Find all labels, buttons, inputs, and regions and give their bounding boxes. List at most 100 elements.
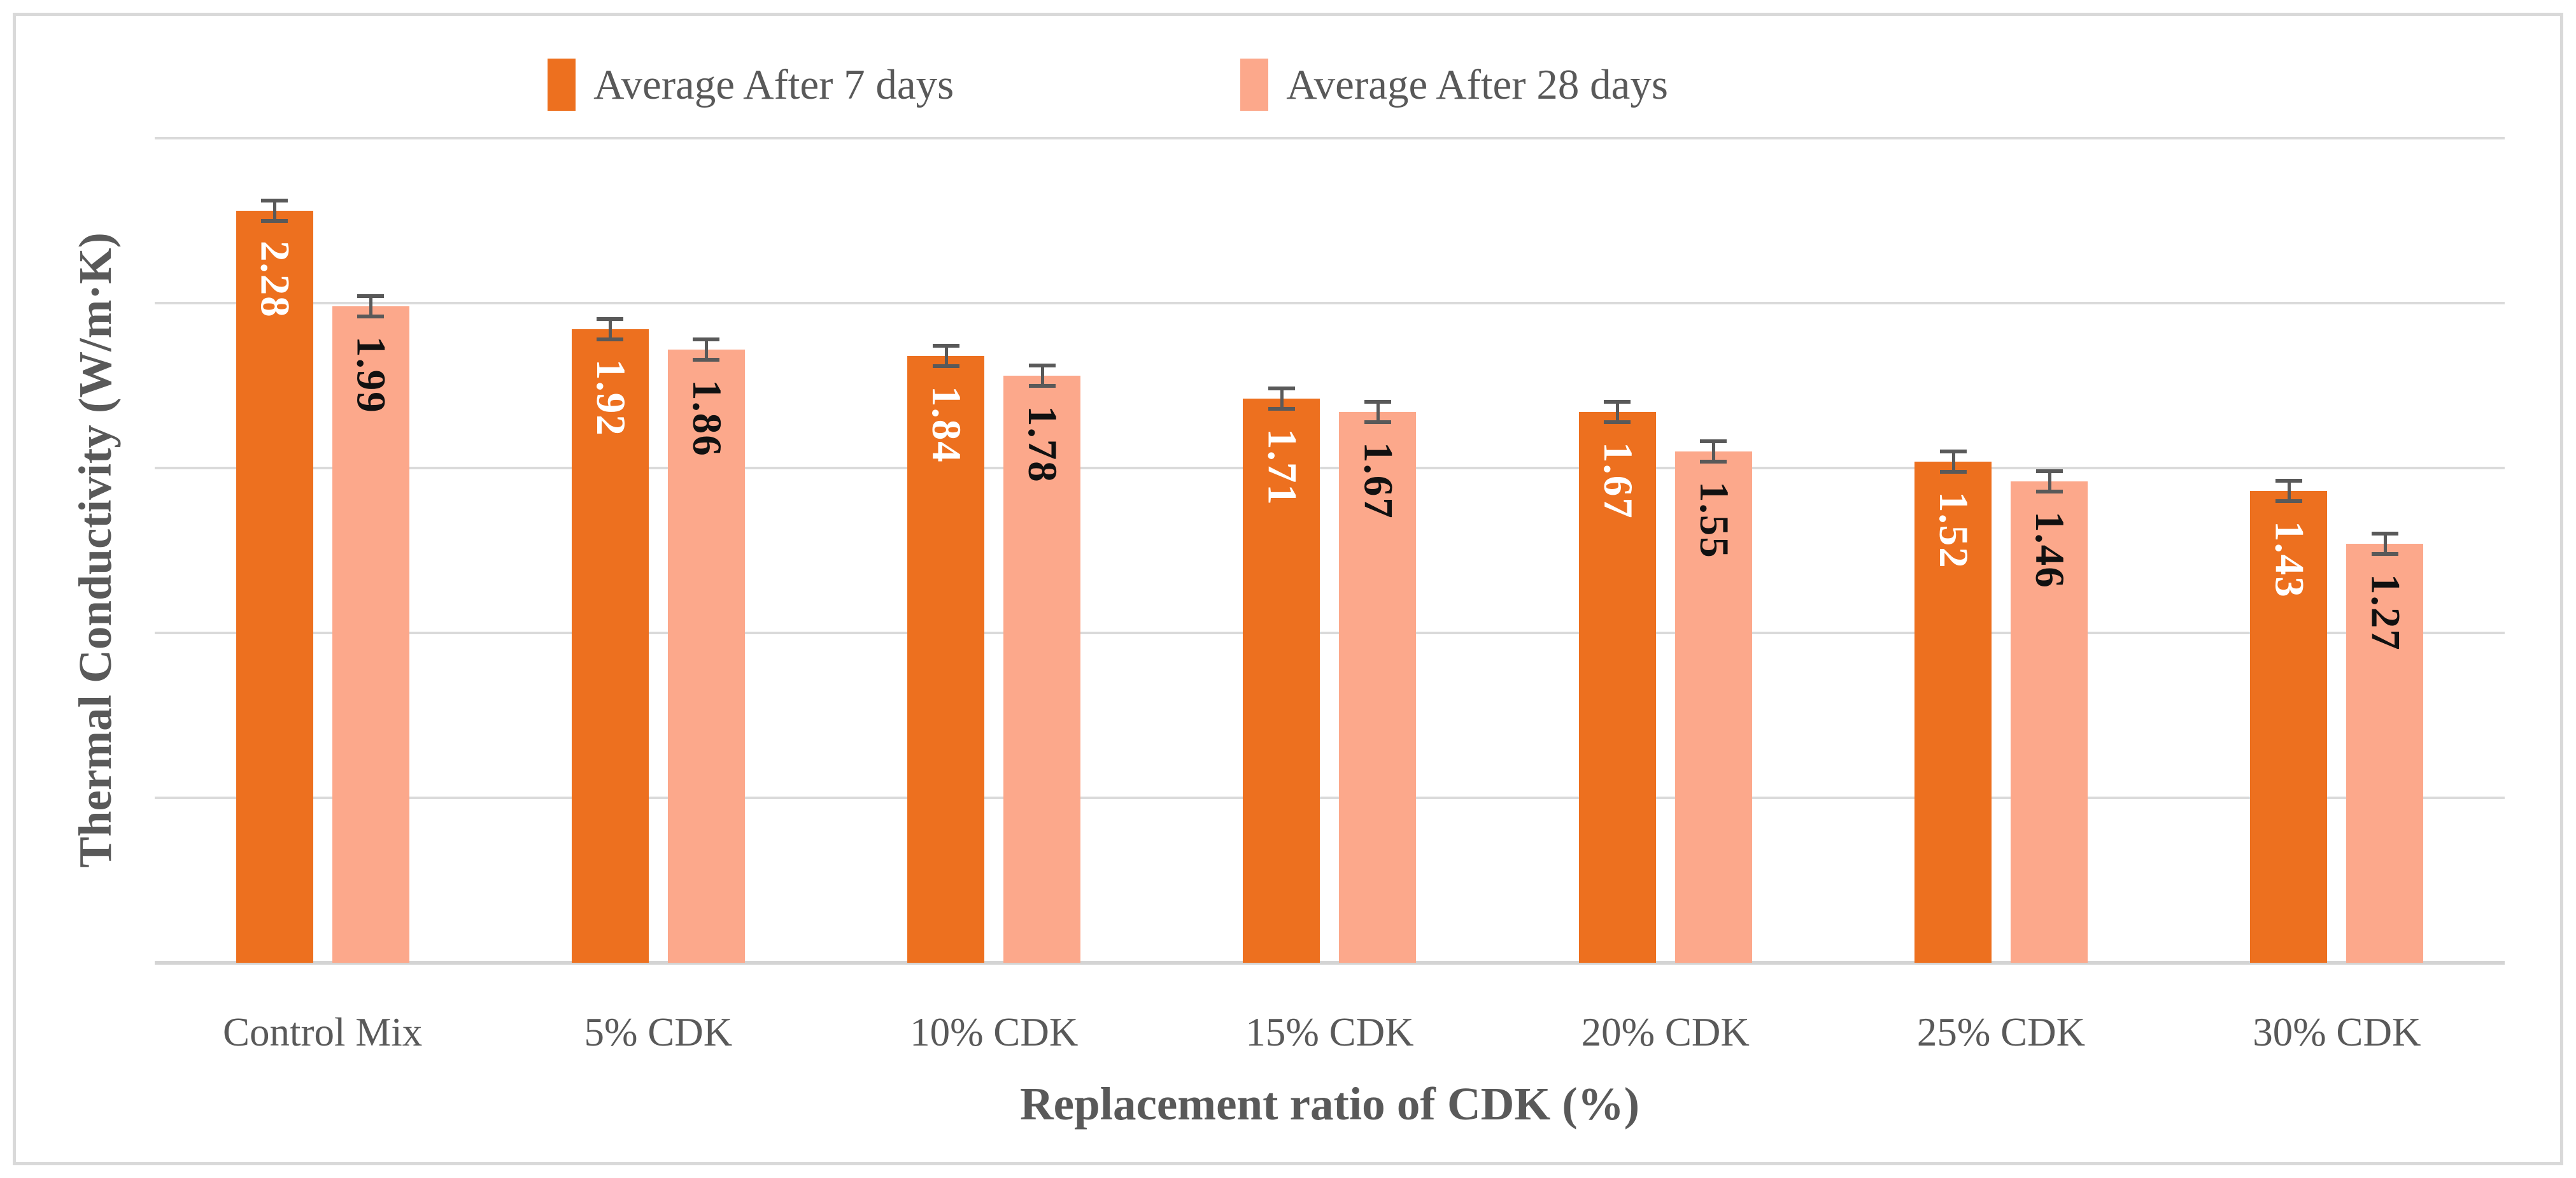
error-bar-cap-bottom [2035,489,2063,493]
error-bar-line [369,296,373,318]
x-axis-label: 10% CDK [910,1010,1079,1054]
error-bar-line [1376,401,1380,423]
gridline [155,632,2505,634]
legend-item: Average After 28 days [1240,59,1668,111]
x-axis-label: 20% CDK [1581,1010,1750,1054]
bar-group: 1.84 1.78 [826,138,1162,963]
bar: 1.92 [571,317,649,963]
bar-value-label: 1.27 [2362,574,2409,651]
bar-value-label: 1.92 [587,359,633,437]
gridline [155,137,2505,139]
error-bar-cap-top [357,294,385,299]
bar: 1.46 [2011,469,2088,963]
error-bar-line [2383,534,2387,555]
bar: 1.86 [667,337,745,963]
bar: 1.71 [1243,387,1320,963]
bar-group: 1.52 1.46 [1833,138,2169,963]
error-bar-cap-top [2035,469,2063,473]
bar-value-label: 1.43 [2266,521,2312,599]
gridline [155,797,2505,799]
error-bar-cap-bottom [1268,407,1295,411]
legend-swatch [1240,59,1269,111]
x-axis-labels: Control Mix 5% CDK 10% CDK 15% CDK 20% CDK 25… [155,1009,2505,1056]
error-bar-cap-top [1700,439,1727,444]
error-bar-cap-bottom [597,337,624,342]
error-bar-line [2287,481,2291,502]
legend-swatch [548,59,576,111]
bar-group: 1.43 1.27 [2169,138,2505,963]
bar: 1.67 [1578,399,1656,963]
error-bar-line [705,339,709,360]
error-bar-line [273,200,277,222]
error-bar-line [1040,365,1044,387]
bar-value-label: 1.78 [1019,405,1066,483]
error-bar-cap-bottom [693,357,720,362]
figure-border [13,13,2563,1165]
error-bar-cap-top [2275,479,2302,483]
error-bar-cap-top [1939,449,1967,453]
x-axis-title: Replacement ratio of CDK (%) [1019,1078,1640,1130]
error-bar-cap-top [2371,532,2398,536]
bar-group: 1.71 1.67 [1162,138,1497,963]
error-bar-line [2048,471,2051,492]
bar-value-label: 1.67 [1355,441,1401,520]
error-bar-cap-top [693,337,720,341]
x-axis-label: 15% CDK [1245,1010,1414,1054]
legend-item: Average After 7 days [548,59,954,111]
legend-label: Average After 7 days [593,60,954,108]
bar: 1.27 [2346,532,2424,963]
error-bar-line [609,319,612,341]
bars-container: 2.28 1.99 1.92 1.86 1.84 1.78 1.71 1.67 1.67 1.55… [155,138,2505,963]
error-bar-cap-bottom [1604,420,1631,424]
bar-group: 2.28 1.99 [155,138,490,963]
x-axis-label: 5% CDK [584,1010,733,1054]
gridline [155,467,2505,469]
bar-value-label: 1.84 [923,385,970,464]
bar: 1.43 [2250,479,2328,963]
x-axis-label: 25% CDK [1916,1010,2086,1054]
gridline [155,961,2505,965]
bar-value-label: 1.46 [2027,511,2073,589]
legend-label: Average After 28 days [1286,60,1668,108]
y-axis-title: Thermal Conductivity (W/m·K) [69,232,121,868]
error-bar-cap-bottom [1700,460,1727,464]
bar-value-label: 1.99 [348,336,394,414]
error-bar-cap-top [1028,363,1056,367]
bar-group: 1.92 1.86 [490,138,826,963]
bar: 1.55 [1674,439,1752,963]
error-bar-cap-bottom [2275,499,2302,504]
bar: 1.99 [332,294,409,963]
plot-area: 2.28 1.99 1.92 1.86 1.84 1.78 1.71 1.67 1.67 1.55… [155,137,2505,965]
bar: 1.52 [1914,449,1992,963]
error-bar-cap-bottom [2371,552,2398,557]
error-bar-cap-bottom [932,364,959,368]
bar: 1.78 [1003,363,1081,963]
error-bar-cap-top [1364,399,1391,404]
error-bar-cap-top [1268,387,1295,391]
error-bar-line [944,345,948,367]
error-bar-line [1616,401,1620,423]
error-bar-cap-bottom [1028,383,1056,388]
error-bar-cap-bottom [1939,469,1967,474]
x-axis-label: 30% CDK [2253,1010,2421,1054]
error-bar-cap-top [597,317,624,322]
error-bar-cap-bottom [1364,420,1391,424]
bar: 1.84 [907,343,985,963]
bar-value-label: 2.28 [251,240,298,318]
bar-value-label: 1.67 [1594,441,1641,520]
error-bar-cap-bottom [357,315,385,319]
error-bar-line [1712,441,1716,463]
error-bar-line [1951,451,1955,472]
x-axis-label: Control Mix [223,1010,423,1054]
error-bar-line [1280,388,1284,410]
error-bar-cap-top [932,343,959,348]
error-bar-cap-top [261,198,288,202]
error-bar-cap-bottom [261,218,288,223]
bar-value-label: 1.86 [683,379,730,457]
bar-group: 1.67 1.55 [1497,138,1833,963]
legend: Average After 7 days Average After 28 day… [0,50,2396,120]
bar-value-label: 1.52 [1930,491,1977,569]
bar: 1.67 [1339,399,1417,963]
gridline [155,302,2505,304]
